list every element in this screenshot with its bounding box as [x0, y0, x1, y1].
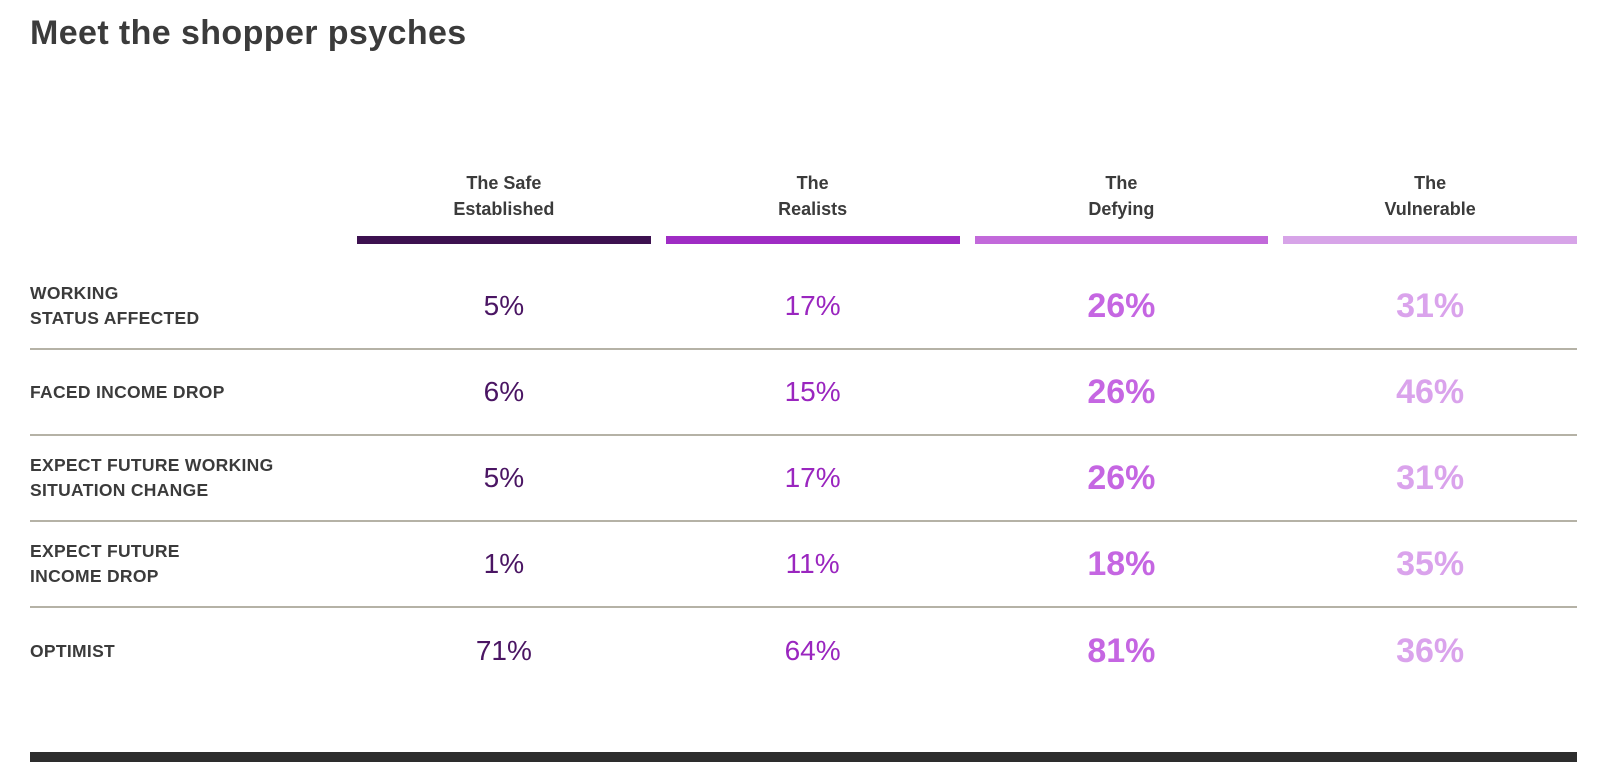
column-header-defying: The Defying	[974, 170, 1269, 245]
column-header-realists: The Realists	[665, 170, 960, 245]
row-label: WORKING STATUS AFFECTED	[30, 282, 200, 329]
column-header-label: The Safe Established	[453, 173, 555, 220]
row-label: FACED INCOME DROP	[30, 381, 225, 402]
bottom-divider-bar	[30, 752, 1577, 763]
column-underline-bar	[974, 236, 1269, 245]
column-underline-bar	[357, 236, 651, 245]
value-cell: 1%	[483, 548, 525, 580]
value-cell: 81%	[1087, 631, 1156, 670]
value-cell: 26%	[1087, 286, 1156, 325]
value-cell: 36%	[1396, 631, 1465, 670]
page-title: Meet the shopper psyches	[30, 14, 467, 52]
row-label: OPTIMIST	[30, 640, 116, 661]
value-cell: 31%	[1396, 286, 1465, 325]
column-header-label: The Defying	[1088, 173, 1155, 220]
value-cell: 5%	[483, 462, 525, 494]
value-cell: 17%	[784, 462, 841, 494]
table-row-faced-income-drop: FACED INCOME DROP 6% 15% 26% 46%	[30, 350, 1577, 437]
value-cell: 11%	[785, 548, 840, 580]
value-cell: 35%	[1396, 544, 1465, 583]
table-row-expect-future-income-drop: EXPECT FUTURE INCOME DROP 1% 11% 18% 35%	[30, 522, 1577, 609]
table-header-row: The Safe Established The Realists The De…	[30, 170, 1577, 245]
column-header-vulnerable: The Vulnerable	[1283, 170, 1577, 245]
value-cell: 26%	[1087, 372, 1156, 411]
column-underline-bar	[1283, 236, 1577, 245]
value-cell: 5%	[483, 290, 525, 322]
value-cell: 18%	[1087, 544, 1156, 583]
column-header-label: The Vulnerable	[1384, 173, 1476, 220]
value-cell: 46%	[1396, 372, 1465, 411]
value-cell: 71%	[475, 635, 532, 667]
column-header-safe-established: The Safe Established	[357, 170, 651, 245]
value-cell: 64%	[784, 635, 841, 667]
value-cell: 15%	[784, 376, 841, 408]
row-label: EXPECT FUTURE INCOME DROP	[30, 540, 180, 587]
table-row-working-status-affected: WORKING STATUS AFFECTED 5% 17% 26% 31%	[30, 264, 1577, 351]
table-row-expect-future-working-situation-change: EXPECT FUTURE WORKING SITUATION CHANGE 5…	[30, 436, 1577, 523]
column-underline-bar	[665, 236, 960, 245]
value-cell: 31%	[1396, 458, 1465, 497]
value-cell: 17%	[784, 290, 841, 322]
row-label: EXPECT FUTURE WORKING SITUATION CHANGE	[30, 454, 274, 501]
value-cell: 6%	[483, 376, 525, 408]
column-header-label: The Realists	[778, 173, 848, 220]
table-row-optimist: OPTIMIST 71% 64% 81% 36%	[30, 608, 1577, 694]
value-cell: 26%	[1087, 458, 1156, 497]
